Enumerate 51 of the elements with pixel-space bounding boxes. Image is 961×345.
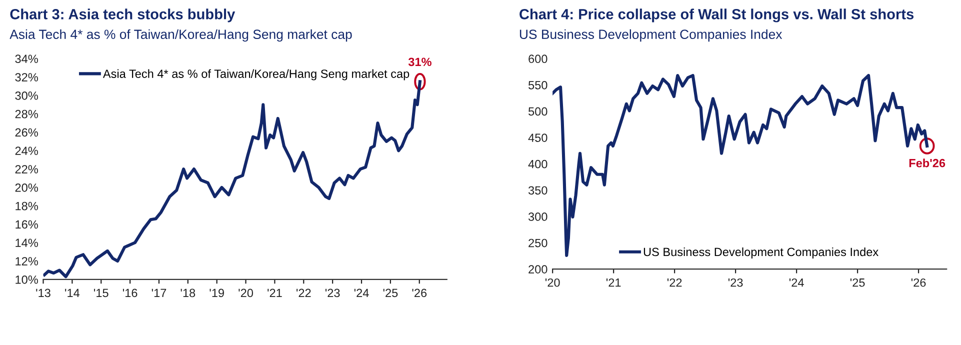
y-tick-label: 34% [15,54,38,64]
y-tick-label: 28% [15,110,38,118]
x-tick-label: '23 [325,288,340,298]
y-tick-label: 500 [528,107,548,116]
chart-subtitle: US Business Development Companies Index [520,29,782,42]
y-tick-label: 20% [15,183,38,192]
y-tick-label: 10% [16,275,38,284]
y-tick-label: 30% [15,91,38,100]
x-tick-label: '19 [210,288,224,298]
x-tick-label: '25 [383,288,398,298]
y-tick-label: 300 [528,212,548,221]
y-tick-label: 18% [16,202,38,210]
y-tick-label: 450 [528,134,548,142]
x-tick-label: '16 [122,288,138,298]
x-tick-label: '24 [354,288,369,298]
x-tick-label: '26 [911,278,926,287]
x-tick-label: '14 [65,288,80,298]
y-tick-label: 400 [528,160,548,168]
y-tick-label: 24% [15,146,38,155]
x-tick-label: '17 [152,288,166,298]
y-tick-label: 14% [16,238,38,247]
annotation: Feb'26 [909,158,946,168]
chart-title: Chart 3: Asia tech stocks bubbly [10,8,236,22]
x-tick-label: '21 [606,278,621,287]
x-tick-label: '21 [268,288,282,298]
x-tick-label: '20 [545,278,560,287]
y-tick-label: 200 [528,265,548,274]
y-tick-label: 16% [16,220,38,229]
x-tick-label: '25 [850,278,865,287]
annotation: 31% [408,58,432,66]
x-tick-label: '23 [728,278,743,287]
chart-subtitle: Asia Tech 4* as % of Taiwan/Korea/Hang Seng market cap [10,29,352,42]
y-tick-label: 350 [528,186,548,195]
y-tick-label: 26% [15,128,38,137]
x-tick-label: '22 [667,278,682,287]
x-tick-label: '26 [412,288,427,298]
y-tick-label: 550 [528,80,548,90]
chart-title: Chart 4: Price collapse of Wall St longs vs. Wall St shorts [520,8,914,22]
x-tick-label: '20 [238,288,254,298]
x-tick-label: '15 [94,288,108,298]
legend-label: US Business Development Companies Index [644,247,878,258]
x-tick-label: '13 [36,288,50,298]
legend-label: Asia Tech 4* as % of Taiwan/Korea/Hang Seng market cap [102,69,410,80]
y-tick-label: 32% [15,73,38,82]
y-tick-label: 600 [528,54,548,64]
x-tick-label: '18 [180,288,196,298]
x-tick-label: '22 [296,288,311,298]
y-tick-label: 12% [16,257,38,266]
y-tick-label: 22% [15,165,38,174]
x-tick-label: '24 [789,278,804,287]
y-tick-label: 250 [528,238,548,248]
